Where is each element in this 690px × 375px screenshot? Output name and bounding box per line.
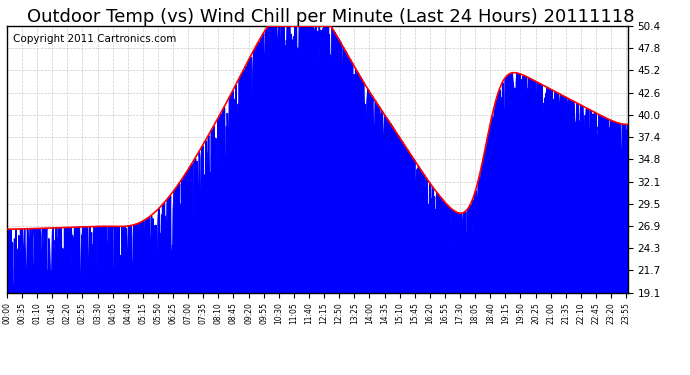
Text: Outdoor Temp (vs) Wind Chill per Minute (Last 24 Hours) 20111118: Outdoor Temp (vs) Wind Chill per Minute … xyxy=(28,8,635,26)
Text: Copyright 2011 Cartronics.com: Copyright 2011 Cartronics.com xyxy=(13,34,177,44)
